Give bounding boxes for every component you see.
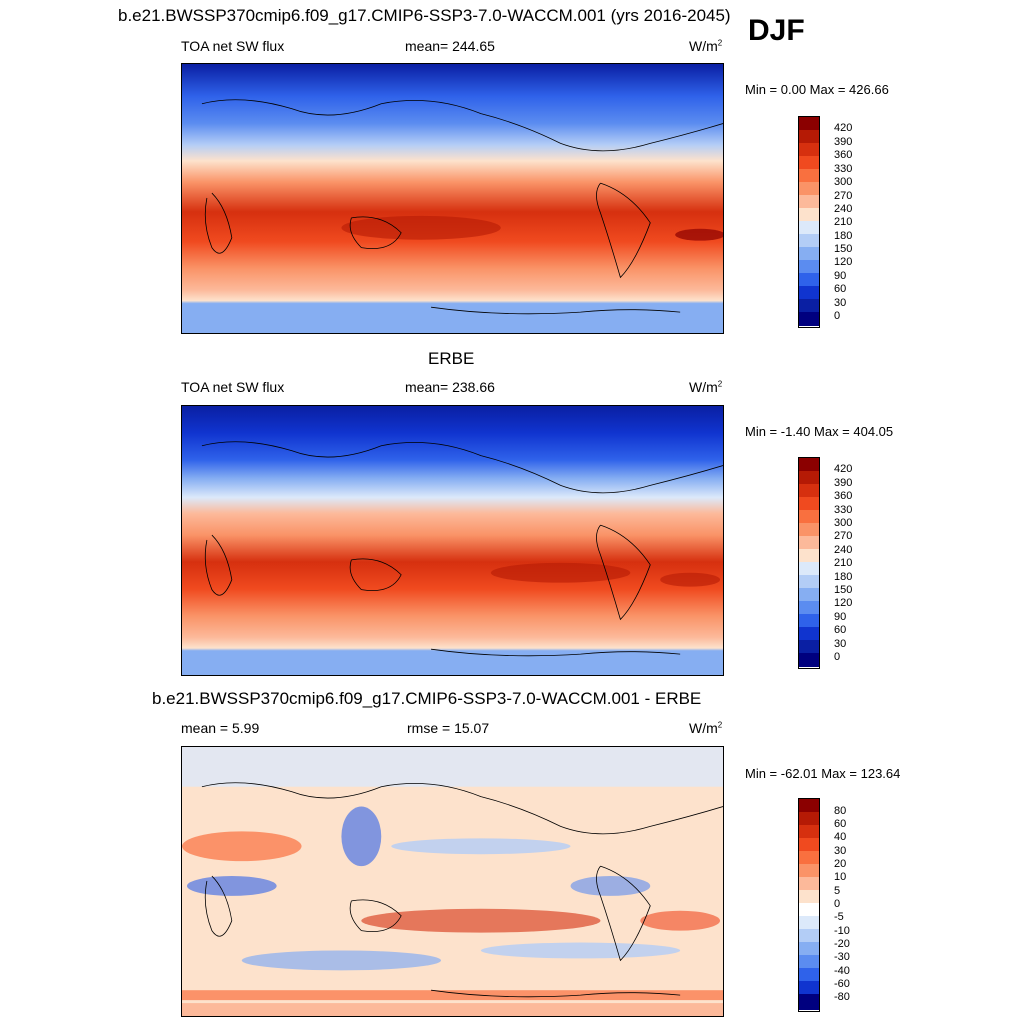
panel3-colorbar-label: 10 bbox=[834, 871, 847, 883]
panel3-colorbar-label: 30 bbox=[834, 845, 847, 857]
panel2-map bbox=[181, 405, 724, 676]
panel3-colorbar-label: 80 bbox=[834, 805, 847, 817]
panel3-colorbar-label: 40 bbox=[834, 831, 847, 843]
panel1-field-label: TOA net SW flux bbox=[181, 38, 285, 54]
panel1-colorbar-label: 30 bbox=[834, 297, 847, 309]
panel2-minmax: Min = -1.40 Max = 404.05 bbox=[745, 424, 894, 439]
panel2-colorbar bbox=[798, 457, 820, 669]
panel3-minmax: Min = -62.01 Max = 123.64 bbox=[745, 766, 901, 781]
panel2-colorbar-label: 360 bbox=[834, 490, 853, 502]
panel2-colorbar-label: 240 bbox=[834, 544, 853, 556]
panel3-colorbar-label: -20 bbox=[834, 938, 850, 950]
panel2-colorbar-label: 300 bbox=[834, 517, 853, 529]
panel3-mean-label: mean = 5.99 bbox=[181, 720, 260, 736]
panel3-title: b.e21.BWSSP370cmip6.f09_g17.CMIP6-SSP3-7… bbox=[152, 689, 702, 708]
panel1-colorbar-label: 240 bbox=[834, 203, 853, 215]
panel3-colorbar-label: -5 bbox=[834, 911, 844, 923]
panel2-colorbar-label: 180 bbox=[834, 571, 853, 583]
panel1-colorbar-label: 0 bbox=[834, 310, 841, 322]
panel2-colorbar-label: 90 bbox=[834, 611, 847, 623]
panel3-colorbar bbox=[798, 798, 820, 1012]
panel3-colorbar-label: -30 bbox=[834, 951, 850, 963]
panel1-colorbar-label: 120 bbox=[834, 256, 853, 268]
panel1-unit-label: W/m2 bbox=[689, 38, 723, 54]
panel2-colorbar-label: 0 bbox=[834, 651, 841, 663]
panel1-colorbar-label: 270 bbox=[834, 190, 853, 202]
panel2-colorbar-label: 390 bbox=[834, 477, 853, 489]
panel1-colorbar-label: 330 bbox=[834, 163, 853, 175]
panel3-colorbar-label: 5 bbox=[834, 885, 841, 897]
panel2-field-label: TOA net SW flux bbox=[181, 379, 285, 395]
panel2-mean-label: mean= 238.66 bbox=[405, 379, 495, 395]
panel1-colorbar-label: 60 bbox=[834, 283, 847, 295]
panel1-colorbar bbox=[798, 116, 820, 328]
panel2-colorbar-label: 120 bbox=[834, 597, 853, 609]
panel3-unit-label: W/m2 bbox=[689, 720, 723, 736]
main-title: b.e21.BWSSP370cmip6.f09_g17.CMIP6-SSP3-7… bbox=[118, 6, 731, 25]
panel1-colorbar-label: 300 bbox=[834, 176, 853, 188]
panel2-colorbar-label: 420 bbox=[834, 463, 853, 475]
panel2-colorbar-label: 270 bbox=[834, 530, 853, 542]
panel3-rmse-label: rmse = 15.07 bbox=[407, 720, 490, 736]
season-label: DJF bbox=[748, 14, 805, 47]
panel2-colorbar-label: 330 bbox=[834, 504, 853, 516]
panel2-colorbar-label: 210 bbox=[834, 557, 853, 569]
panel1-mean-label: mean= 244.65 bbox=[405, 38, 495, 54]
panel1-colorbar-label: 360 bbox=[834, 149, 853, 161]
panel1-colorbar-label: 150 bbox=[834, 243, 853, 255]
panel3-colorbar-label: -10 bbox=[834, 925, 850, 937]
panel2-colorbar-label: 150 bbox=[834, 584, 853, 596]
panel3-colorbar-label: 20 bbox=[834, 858, 847, 870]
panel3-colorbar-label: 60 bbox=[834, 818, 847, 830]
panel1-map bbox=[181, 63, 724, 334]
panel1-colorbar-label: 210 bbox=[834, 216, 853, 228]
panel3-colorbar-label: -40 bbox=[834, 965, 850, 977]
panel2-colorbar-label: 60 bbox=[834, 624, 847, 636]
panel3-map bbox=[181, 746, 724, 1017]
panel2-unit-label: W/m2 bbox=[689, 379, 723, 395]
panel3-colorbar-label: -60 bbox=[834, 978, 850, 990]
panel2-title: ERBE bbox=[428, 349, 475, 368]
panel1-colorbar-label: 390 bbox=[834, 136, 853, 148]
panel3-colorbar-label: -80 bbox=[834, 991, 850, 1003]
panel2-colorbar-label: 30 bbox=[834, 638, 847, 650]
panel1-colorbar-label: 90 bbox=[834, 270, 847, 282]
panel1-minmax: Min = 0.00 Max = 426.66 bbox=[745, 82, 889, 97]
panel1-colorbar-label: 420 bbox=[834, 122, 853, 134]
panel3-colorbar-label: 0 bbox=[834, 898, 841, 910]
panel1-colorbar-label: 180 bbox=[834, 230, 853, 242]
